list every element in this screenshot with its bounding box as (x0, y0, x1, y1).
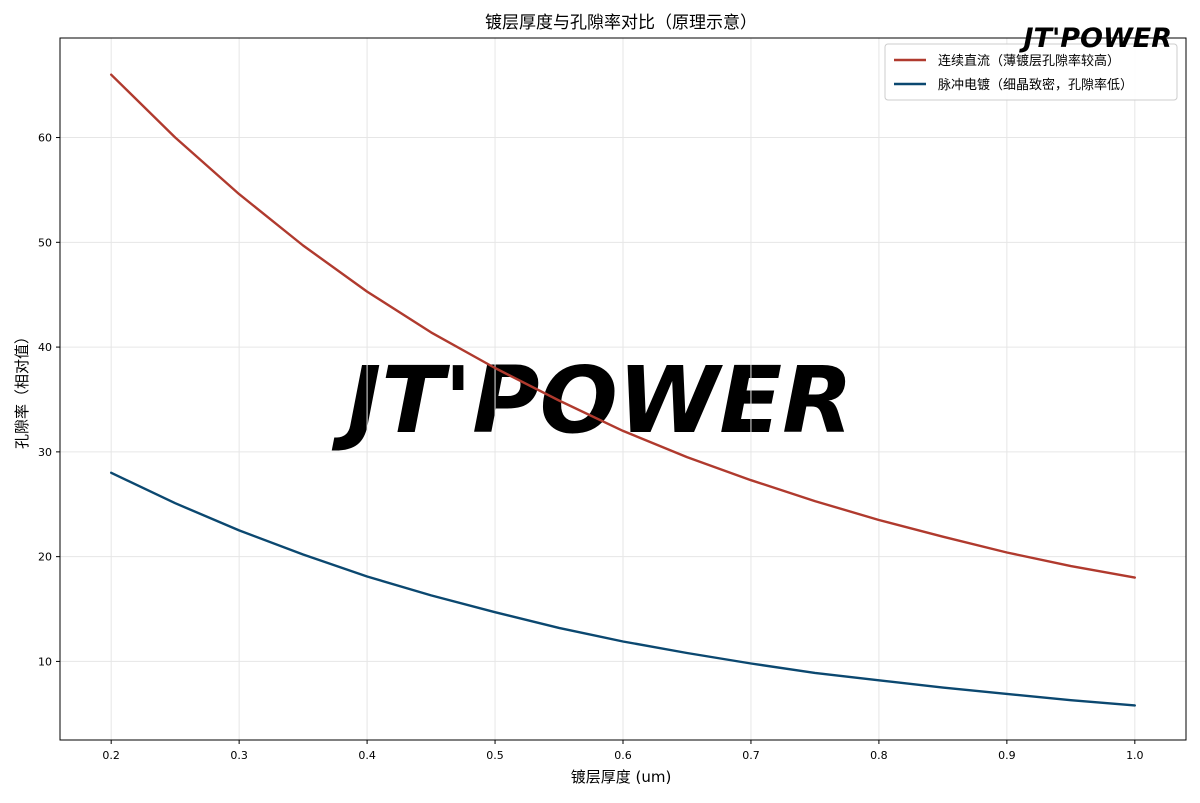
legend: 连续直流（薄镀层孔隙率较高） 脉冲电镀（细晶致密，孔隙率低） (884, 43, 1178, 101)
x-tick-label: 0.3 (230, 749, 248, 762)
x-tick-label: 0.4 (358, 749, 376, 762)
grid-lines (60, 38, 1186, 740)
x-tick-label: 0.5 (486, 749, 504, 762)
x-tick-label: 0.2 (102, 749, 120, 762)
series-lines (109, 73, 1137, 707)
y-tick-label: 20 (38, 551, 52, 564)
x-tick-label: 0.9 (998, 749, 1016, 762)
x-tick-label: 0.6 (614, 749, 632, 762)
series-line-pulse-plating (109, 471, 1137, 707)
x-axis-ticks: 0.2 0.3 0.4 0.5 0.6 0.7 0.8 0.9 1.0 (102, 740, 1144, 762)
y-tick-label: 10 (38, 655, 52, 668)
y-axis-label: 孔隙率（相对值） (13, 329, 31, 449)
y-axis-ticks: 10 20 30 40 50 60 (38, 132, 60, 668)
brand-watermark: JT'POWER (331, 347, 853, 454)
brand-logo: JT'POWER (1019, 23, 1173, 54)
x-axis-label: 镀层厚度 (um) (571, 768, 672, 786)
x-tick-label: 1.0 (1126, 749, 1144, 762)
x-tick-label: 0.8 (870, 749, 888, 762)
series-line-continuous-dc (109, 73, 1137, 579)
y-tick-label: 40 (38, 341, 52, 354)
legend-box (884, 43, 1178, 101)
y-tick-label: 30 (38, 446, 52, 459)
y-tick-label: 50 (38, 236, 52, 249)
chart-title: 镀层厚度与孔隙率对比（原理示意） (485, 13, 757, 33)
x-tick-label: 0.7 (742, 749, 760, 762)
y-tick-label: 60 (38, 132, 52, 145)
legend-label-pulse-plating: 脉冲电镀（细晶致密，孔隙率低） (938, 77, 1133, 93)
legend-label-continuous-dc: 连续直流（薄镀层孔隙率较高） (938, 53, 1120, 69)
